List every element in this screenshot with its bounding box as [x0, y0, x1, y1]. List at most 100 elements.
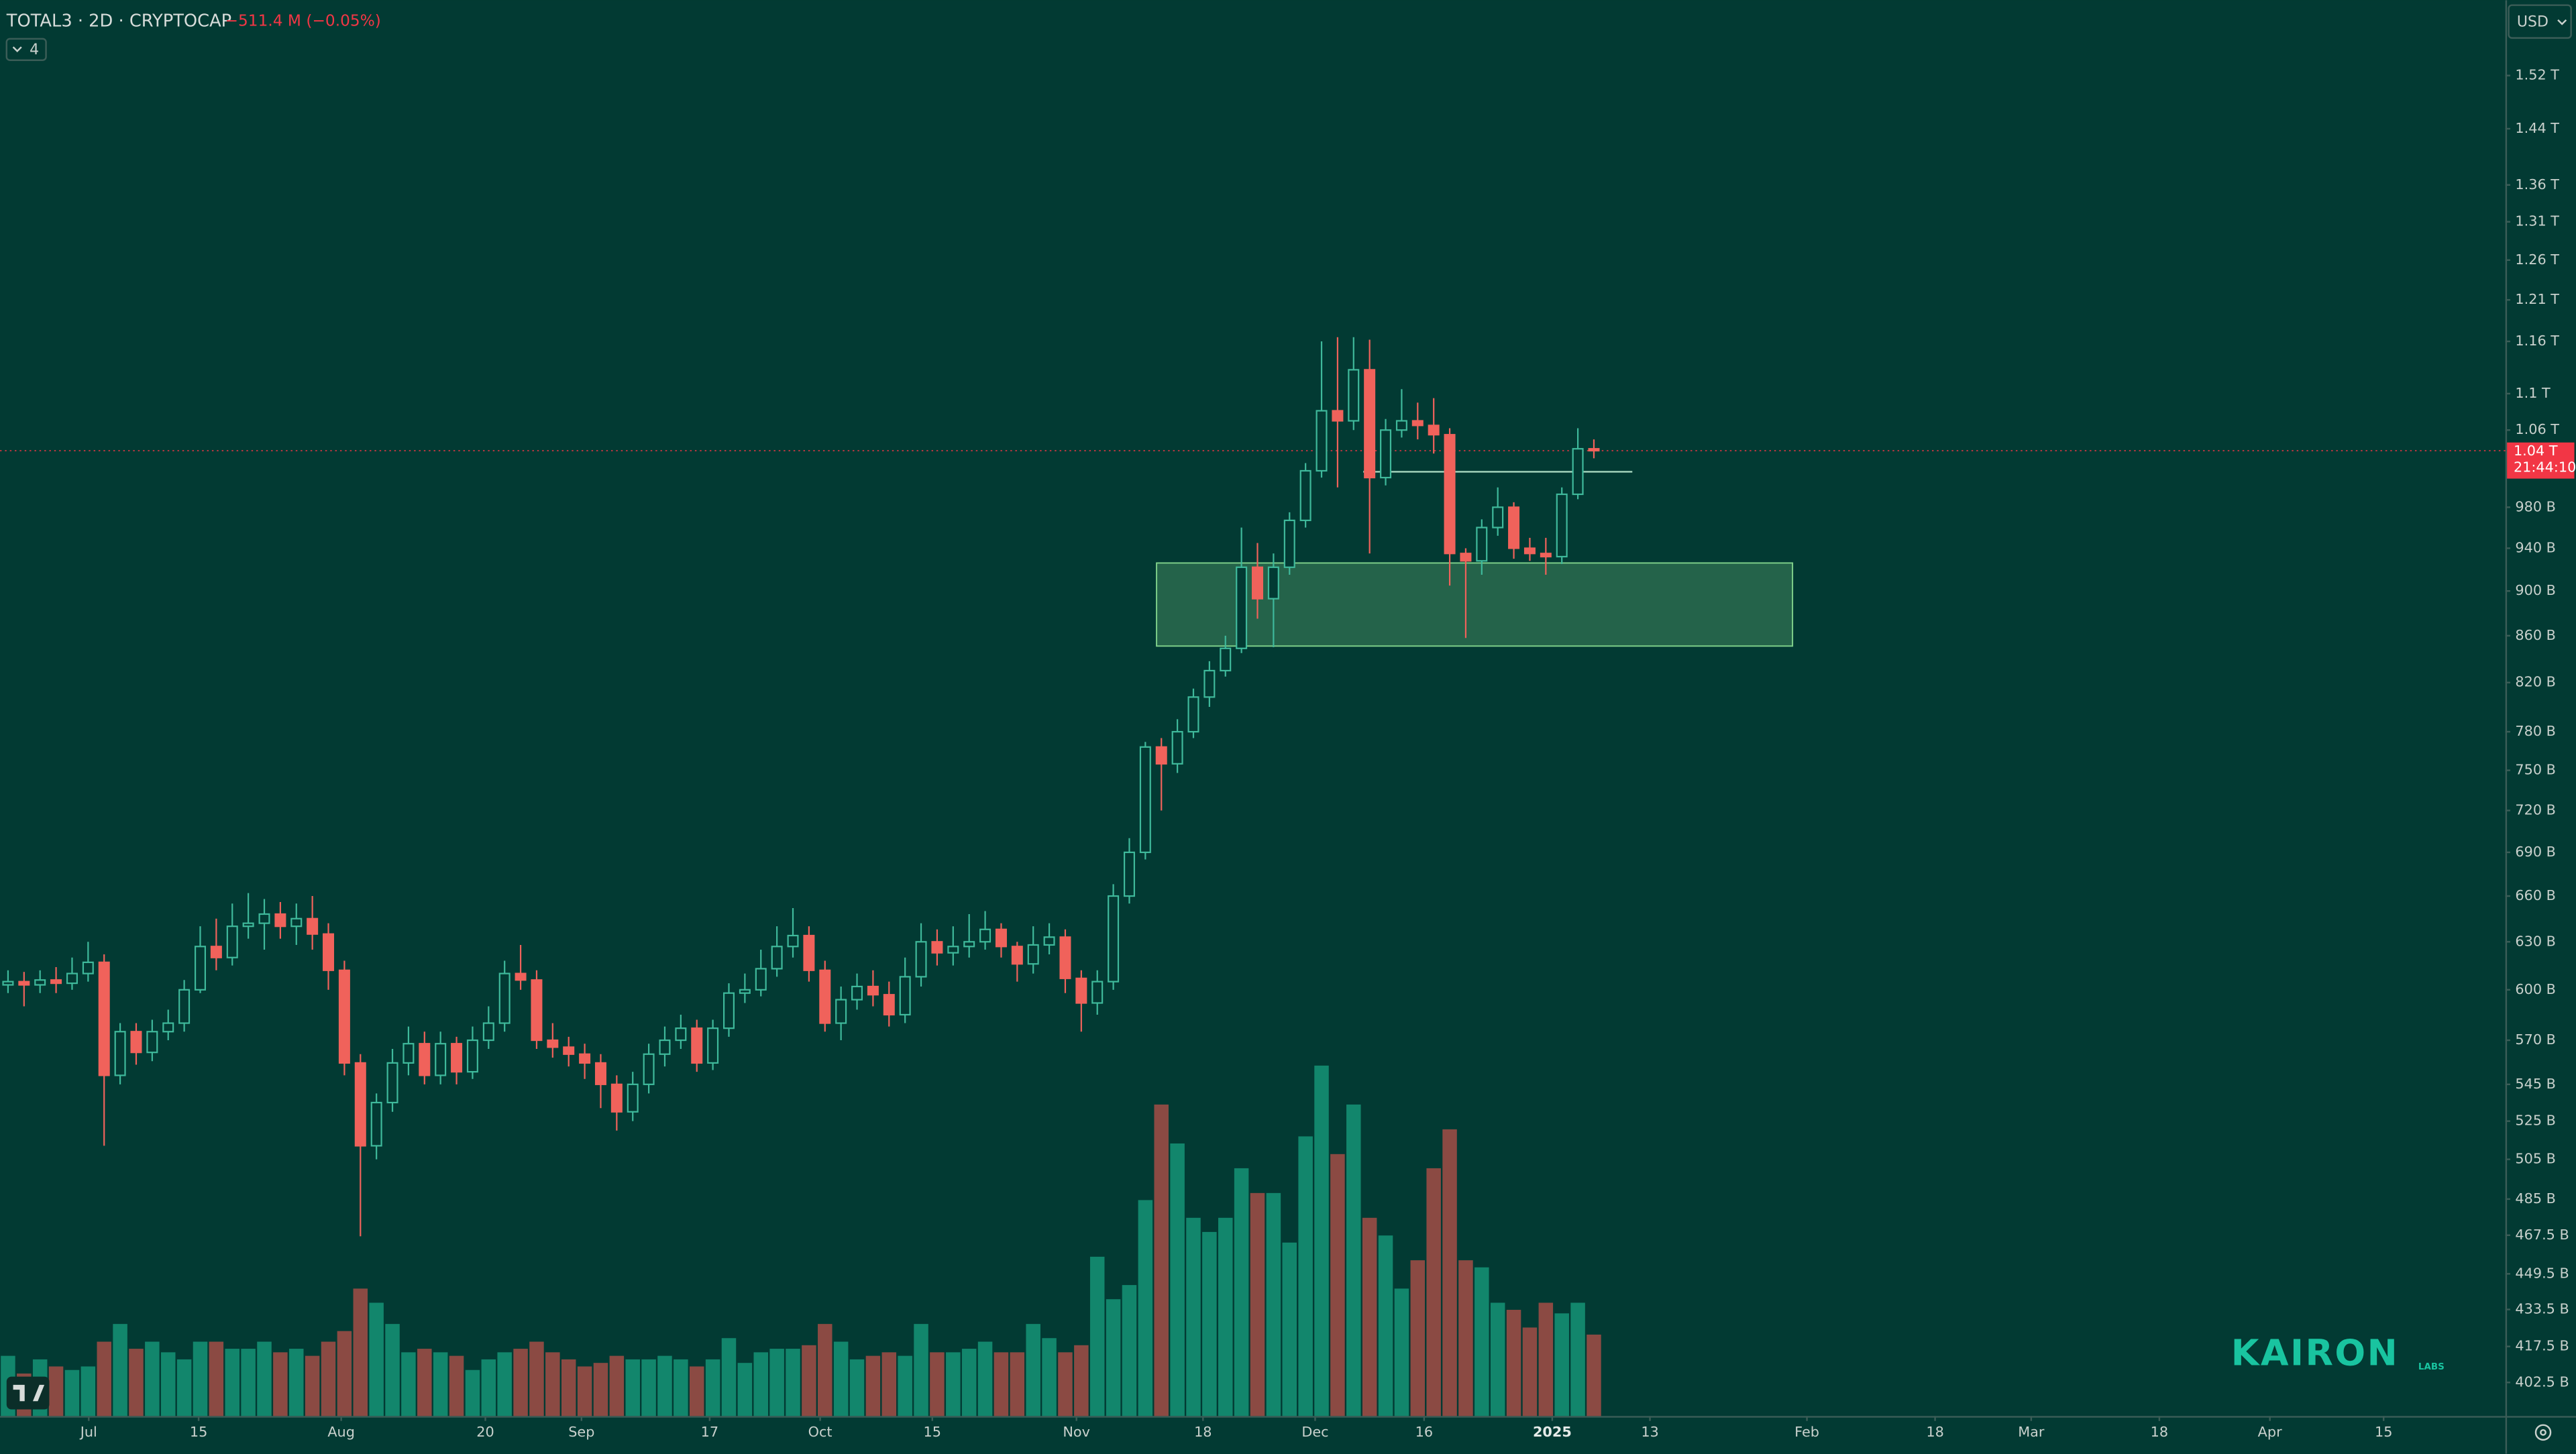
candle-body — [242, 922, 254, 928]
volume-bar — [625, 1359, 640, 1416]
y-tick-label: 900 B — [2515, 582, 2556, 598]
candle-body — [354, 1062, 366, 1147]
volume-bar — [113, 1324, 127, 1416]
last-price-label: 1.04 T — [2514, 443, 2558, 459]
candle-body — [146, 1031, 158, 1054]
volume-bar — [641, 1359, 656, 1416]
candle-body — [482, 1022, 494, 1042]
volume-bar — [1587, 1334, 1601, 1416]
volume-bar — [529, 1341, 544, 1416]
volume-bar — [753, 1352, 769, 1416]
candle-body — [114, 1031, 126, 1076]
x-tick-label: 15 — [190, 1424, 207, 1440]
y-tick-label: 980 B — [2515, 498, 2556, 514]
candle-body — [274, 913, 286, 928]
settings-icon[interactable] — [2534, 1424, 2552, 1441]
indicator-count: 4 — [30, 42, 39, 58]
candle-body — [435, 1043, 447, 1076]
candle-body — [498, 972, 511, 1024]
volume-bar — [48, 1366, 64, 1416]
candle-body — [1203, 669, 1216, 698]
candle-body — [883, 994, 895, 1016]
x-tick-label: 18 — [2151, 1424, 2168, 1440]
candle-body — [1220, 647, 1232, 672]
candle-body — [707, 1027, 719, 1064]
y-tick-label: 433.5 B — [2515, 1301, 2569, 1317]
volume-bar — [1042, 1338, 1057, 1416]
symbol-title: TOTAL3 · 2D · CRYPTOCAP — [6, 11, 231, 32]
candle-body — [1572, 448, 1584, 496]
candle-body — [1171, 730, 1183, 765]
candle-body — [386, 1062, 398, 1104]
volume-bar — [1089, 1256, 1105, 1416]
candle-body — [1395, 420, 1407, 431]
y-tick-label: 600 B — [2515, 981, 2556, 997]
y-tick-label: 1.26 T — [2515, 251, 2559, 268]
candle-body — [739, 989, 751, 994]
volume-bar — [1010, 1352, 1025, 1416]
candle-body — [1108, 895, 1120, 983]
x-tick-label: Jul — [79, 1424, 97, 1440]
candle-body — [1283, 519, 1295, 568]
candle-body — [1508, 506, 1520, 549]
x-tick-label: Aug — [327, 1424, 355, 1440]
candle-body — [643, 1053, 655, 1085]
candle-body — [1091, 981, 1104, 1004]
candle-body — [1460, 553, 1472, 562]
indicator-toggle[interactable] — [5, 38, 47, 61]
candle-body — [98, 961, 110, 1076]
volume-bar — [865, 1355, 881, 1416]
volume-bar — [1282, 1242, 1297, 1416]
volume-bar — [881, 1352, 897, 1416]
x-tick-label: 18 — [1926, 1424, 1943, 1440]
candle-body — [1428, 425, 1440, 436]
candle-body — [1364, 369, 1376, 479]
volume-bar — [385, 1324, 400, 1416]
candle-body — [771, 946, 783, 970]
candle-body — [451, 1043, 463, 1073]
candle-body — [947, 946, 959, 954]
volume-bar — [369, 1302, 384, 1416]
volume-bar — [1234, 1168, 1249, 1416]
candle-body — [1011, 946, 1023, 965]
currency-button[interactable] — [2508, 4, 2572, 39]
volume-bar — [1394, 1288, 1409, 1416]
volume-bar — [417, 1349, 432, 1416]
y-tick-label: 545 B — [2515, 1076, 2556, 1092]
volume-bar — [1554, 1313, 1569, 1416]
y-tick-label: 467.5 B — [2515, 1227, 2569, 1243]
volume-bar — [64, 1369, 80, 1416]
candle-body — [563, 1046, 575, 1055]
volume-bar — [977, 1341, 993, 1416]
volume-bar — [1186, 1217, 1201, 1416]
volume-bar — [786, 1349, 800, 1416]
y-tick-label: 780 B — [2515, 723, 2556, 739]
volume-bar — [241, 1349, 256, 1416]
candle-body — [722, 992, 735, 1029]
volume-bar — [225, 1349, 239, 1416]
x-tick-label: Apr — [2258, 1424, 2282, 1440]
volume-bar — [545, 1352, 560, 1416]
volume-bar — [1138, 1200, 1153, 1416]
volume-bar — [305, 1355, 320, 1416]
volume-bar — [994, 1352, 1009, 1416]
candle-body — [1075, 977, 1087, 1004]
candle-body — [1027, 944, 1039, 965]
tradingview-logo — [6, 1376, 50, 1410]
price-change: −511.4 M (−0.05%) — [225, 12, 381, 30]
volume-bar — [129, 1349, 144, 1416]
y-tick-label: 1.31 T — [2515, 213, 2559, 229]
volume-bar — [321, 1341, 336, 1416]
volume-bar — [593, 1363, 608, 1416]
candles — [2, 337, 1600, 1237]
candle-body — [1187, 696, 1199, 733]
volume-bar — [145, 1341, 160, 1416]
y-tick-label: 690 B — [2515, 844, 2556, 860]
candle-body — [1316, 410, 1328, 472]
x-tick-label: Mar — [2018, 1424, 2045, 1440]
candle-body — [1444, 434, 1456, 555]
candle-body — [1299, 469, 1311, 522]
candle-body — [1236, 566, 1248, 649]
volume-bar — [497, 1352, 512, 1416]
y-tick-label: 1.21 T — [2515, 291, 2559, 307]
